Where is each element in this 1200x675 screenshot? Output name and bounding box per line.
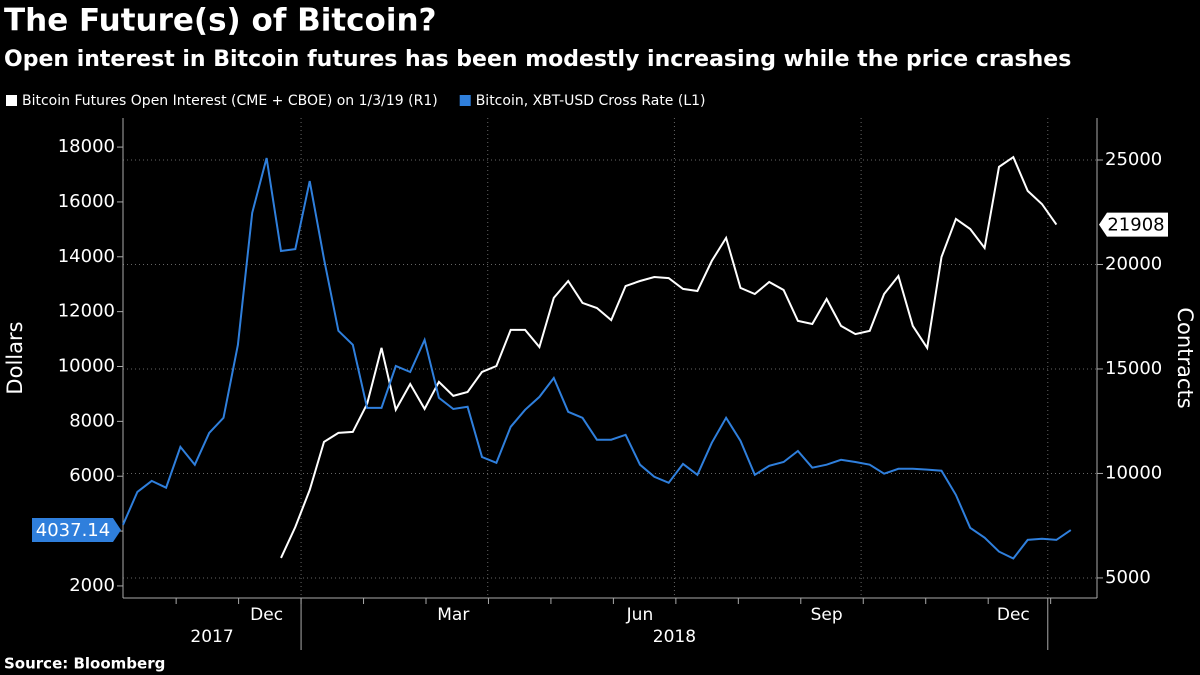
chart-title: The Future(s) of Bitcoin? bbox=[4, 3, 437, 39]
y2-tick-label: 10000 bbox=[1105, 462, 1162, 483]
y-tick-label: 14000 bbox=[58, 246, 115, 267]
y2-tick-label: 15000 bbox=[1105, 358, 1162, 379]
source: Source: Bloomberg bbox=[4, 655, 165, 673]
y-tick-label: 16000 bbox=[58, 191, 115, 212]
legend-swatch bbox=[6, 95, 17, 106]
series-line bbox=[122, 157, 1072, 560]
x-tick-label: Mar bbox=[437, 605, 469, 625]
last-value-tag bbox=[1099, 212, 1168, 237]
y-tick-label: 8000 bbox=[69, 410, 115, 431]
y2-tick-label: 25000 bbox=[1105, 149, 1162, 170]
y2-tick-label: 5000 bbox=[1105, 567, 1151, 588]
legend-label: Bitcoin Futures Open Interest (CME + CBO… bbox=[22, 93, 438, 109]
y-tick-label: 6000 bbox=[69, 465, 115, 486]
x-group-label: 2018 bbox=[653, 627, 696, 647]
chart-subtitle: Open interest in Bitcoin futures has bee… bbox=[4, 47, 1071, 72]
legend-label: Bitcoin, XBT-USD Cross Rate (L1) bbox=[476, 93, 706, 109]
last-value-label: 21908 bbox=[1107, 215, 1164, 236]
y-tick-label: 10000 bbox=[58, 356, 115, 377]
y-tick-label: 2000 bbox=[69, 575, 115, 596]
last-value-label: 4037.14 bbox=[36, 520, 110, 541]
x-group-label: 2017 bbox=[190, 627, 233, 647]
y-tick-label: 12000 bbox=[58, 301, 115, 322]
y2-tick-label: 20000 bbox=[1105, 253, 1162, 274]
x-tick-label: Dec bbox=[997, 605, 1030, 625]
y2-axis-title: Contracts bbox=[1173, 307, 1197, 408]
last-value-tag bbox=[32, 518, 121, 543]
y-tick-label: 18000 bbox=[58, 136, 115, 157]
x-tick-label: Jun bbox=[626, 605, 654, 625]
x-tick-label: Sep bbox=[811, 605, 843, 625]
y-axis-title: Dollars bbox=[3, 321, 27, 394]
series-line bbox=[280, 155, 1058, 559]
x-tick-label: Dec bbox=[250, 605, 283, 625]
legend-swatch bbox=[459, 95, 471, 106]
